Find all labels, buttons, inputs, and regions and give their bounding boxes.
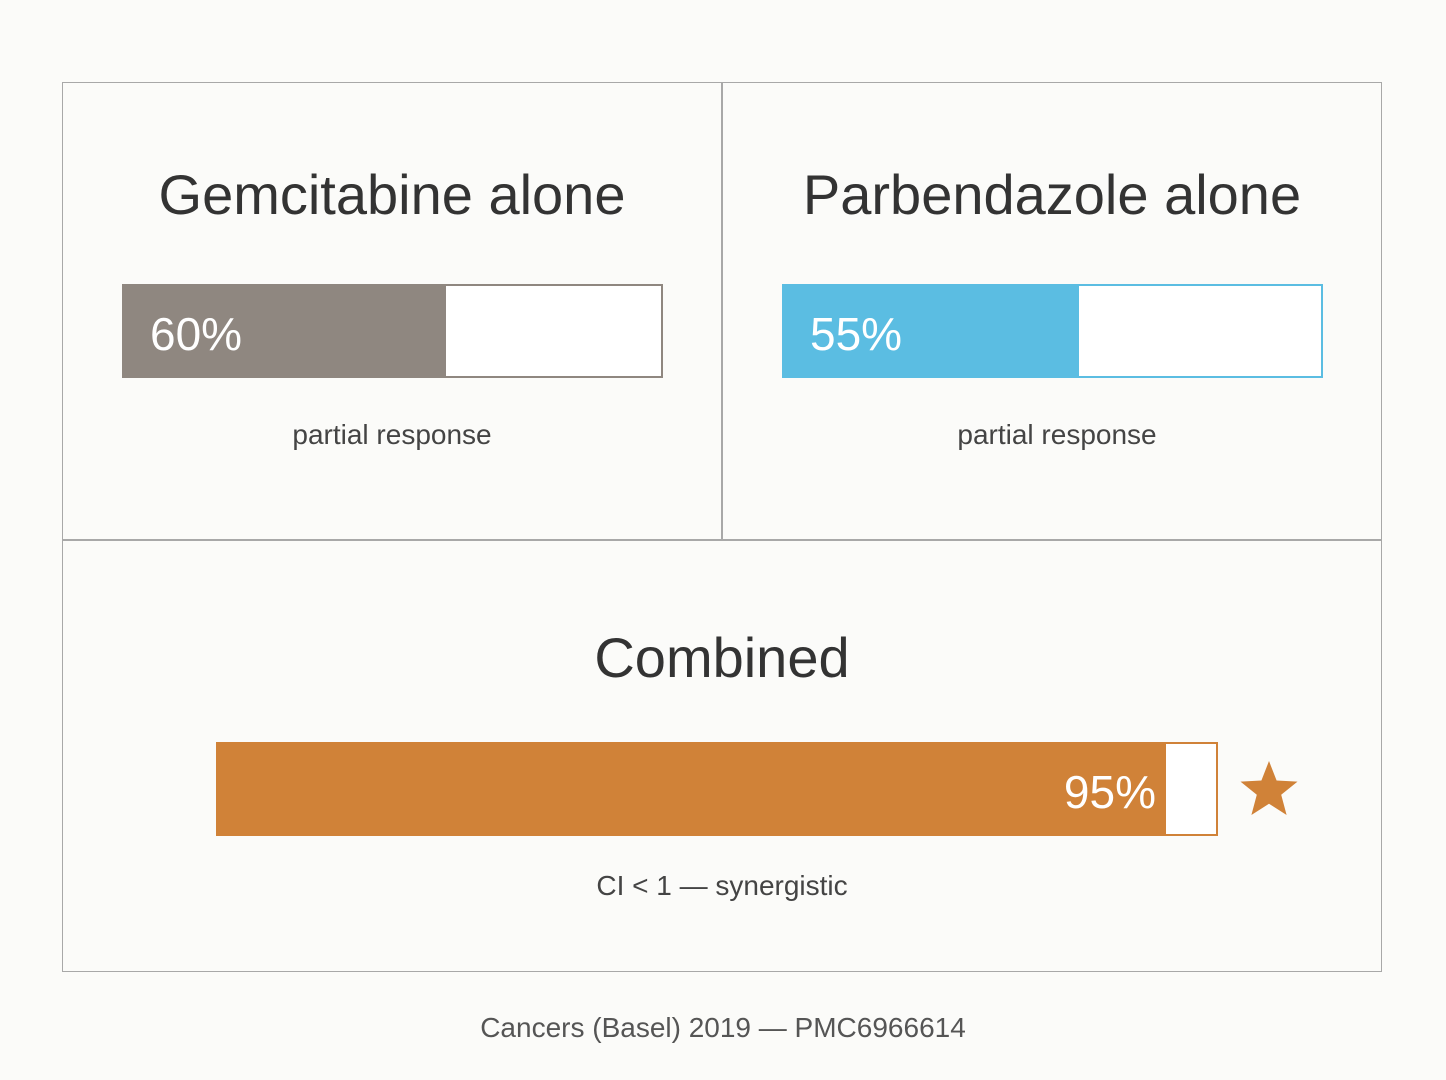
panel-title-gemcitabine: Gemcitabine alone — [158, 163, 626, 226]
horizontal-divider — [62, 539, 1382, 541]
percent-label-parbendazole: 55% — [810, 308, 903, 360]
star-icon — [1240, 761, 1298, 815]
citation-footer: Cancers (Basel) 2019 — PMC6966614 — [480, 1012, 966, 1043]
caption-combined: CI < 1 — synergistic — [596, 870, 848, 901]
progress-fill-gemcitabine — [124, 286, 447, 376]
progress-bar-parbendazole: 55% — [782, 284, 1323, 378]
percent-label-combined: 95% — [1063, 766, 1156, 818]
progress-fill-parbendazole — [784, 286, 1080, 376]
caption-parbendazole: partial response — [957, 419, 1157, 450]
vertical-divider — [721, 82, 723, 540]
caption-gemcitabine: partial response — [292, 419, 492, 450]
progress-fill-combined — [218, 744, 1167, 834]
progress-bar-combined: 95% — [216, 742, 1218, 836]
progress-bar-gemcitabine: 60% — [122, 284, 663, 378]
percent-label-gemcitabine: 60% — [150, 308, 243, 360]
panel-title-combined: Combined — [594, 626, 850, 689]
panel-title-parbendazole: Parbendazole alone — [802, 163, 1302, 226]
